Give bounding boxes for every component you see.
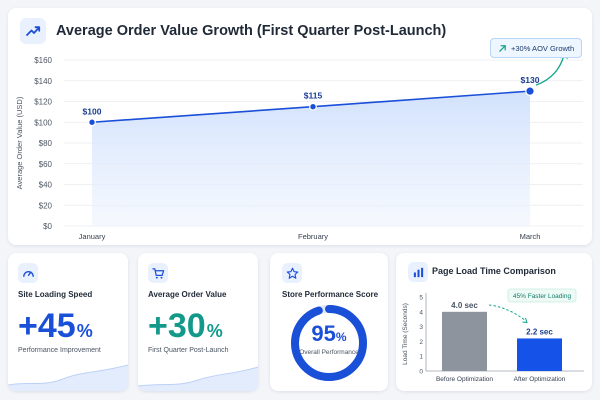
metric-title: Store Performance Score xyxy=(282,290,379,299)
y-tick-label: 2 xyxy=(419,339,423,346)
cart-icon xyxy=(148,263,168,283)
metric-subtitle: Performance Improvement xyxy=(18,347,101,354)
y-tick-label: 3 xyxy=(419,324,423,331)
metric-number: +30 xyxy=(148,307,206,345)
metric-value: +30% xyxy=(148,309,223,343)
data-point xyxy=(88,118,96,127)
speedometer-icon xyxy=(18,263,38,283)
y-tick-label: $20 xyxy=(39,201,53,210)
y-tick-label: 0 xyxy=(419,369,423,376)
metric-number: +45 xyxy=(18,307,76,345)
y-tick-label: $140 xyxy=(34,77,52,86)
data-label: $130 xyxy=(521,75,540,85)
data-point xyxy=(525,86,535,96)
y-tick-label: 5 xyxy=(419,295,423,302)
bar xyxy=(442,311,487,371)
load-time-bar-chart: 0 1 2 3 4 5 Load Time (Seconds) 4.0 sec Before O… xyxy=(402,288,584,383)
badge-label: +30% AOV Growth xyxy=(511,43,575,53)
x-tick-label: January xyxy=(79,232,106,241)
y-tick-label: 4 xyxy=(419,309,423,316)
arrow-up-right-icon xyxy=(499,44,506,52)
aov-growth-badge: +30% AOV Growth xyxy=(490,38,583,58)
y-tick-label: $40 xyxy=(39,181,53,190)
metric-subtitle: First Quarter Post-Launch xyxy=(148,347,229,354)
x-tick-label: March xyxy=(520,232,541,241)
trend-up-icon xyxy=(20,18,46,44)
score-ring xyxy=(291,305,367,381)
comparison-arrow xyxy=(488,304,527,322)
comparison-arrow-head xyxy=(522,317,528,324)
data-point xyxy=(309,102,317,111)
data-label: $100 xyxy=(83,106,102,116)
y-tick-label: $160 xyxy=(34,56,52,65)
aov-line-chart: $0 $20 $40 $60 $80 $100 $120 $140 $160 Average Or… xyxy=(15,51,583,241)
metric-title: Site Loading Speed xyxy=(18,290,93,299)
aov-card: Average Order Value +30% First Quarter P… xyxy=(138,253,258,391)
data-label: 4.0 sec xyxy=(451,301,478,310)
performance-score-card: Store Performance Score 95% Overall Perf… xyxy=(270,253,388,391)
y-tick-label: $100 xyxy=(34,118,52,127)
load-time-card: Page Load Time Comparison 0 1 2 3 4 5 Load Tim… xyxy=(396,253,592,391)
y-tick-label: 1 xyxy=(419,354,423,361)
metric-unit: % xyxy=(206,321,223,341)
wave-decoration xyxy=(138,366,258,391)
bar-chart-icon xyxy=(408,262,428,282)
series-area xyxy=(92,91,530,226)
metric-value: +45% xyxy=(18,309,93,343)
wave-decoration xyxy=(8,364,128,391)
score-ring-progress xyxy=(291,305,367,381)
chart-title: Average Order Value Growth (First Quarte… xyxy=(56,23,447,39)
score-unit: % xyxy=(335,330,347,344)
aov-growth-card: Average Order Value Growth (First Quarte… xyxy=(8,8,592,245)
metric-title: Average Order Value xyxy=(148,290,227,299)
score-value: 95% xyxy=(289,323,369,345)
y-axis-label: Average Order Value (USD) xyxy=(15,96,24,189)
score-number: 95 xyxy=(311,321,336,346)
load-chart-title: Page Load Time Comparison xyxy=(432,266,556,276)
faster-loading-badge xyxy=(507,288,577,303)
x-tick-label: Before Optimization xyxy=(436,376,493,383)
growth-arrow xyxy=(535,54,565,86)
star-icon xyxy=(282,263,302,283)
site-speed-card: Site Loading Speed +45% Performance Impr… xyxy=(8,253,128,391)
faster-loading-label: 45% Faster Loading xyxy=(513,293,572,300)
data-label: 2.2 sec xyxy=(526,327,553,336)
y-tick-label: $60 xyxy=(39,160,53,169)
metric-unit: % xyxy=(76,321,93,341)
x-tick-label: After Optimization xyxy=(514,376,566,383)
y-axis-label: Load Time (Seconds) xyxy=(402,303,409,365)
data-label: $115 xyxy=(304,91,323,101)
bar xyxy=(517,338,562,371)
y-tick-label: $120 xyxy=(34,98,52,107)
y-tick-label: $0 xyxy=(43,222,52,231)
x-tick-label: February xyxy=(298,232,328,241)
score-label: Overall Performance xyxy=(299,349,359,356)
y-tick-label: $80 xyxy=(39,139,53,148)
